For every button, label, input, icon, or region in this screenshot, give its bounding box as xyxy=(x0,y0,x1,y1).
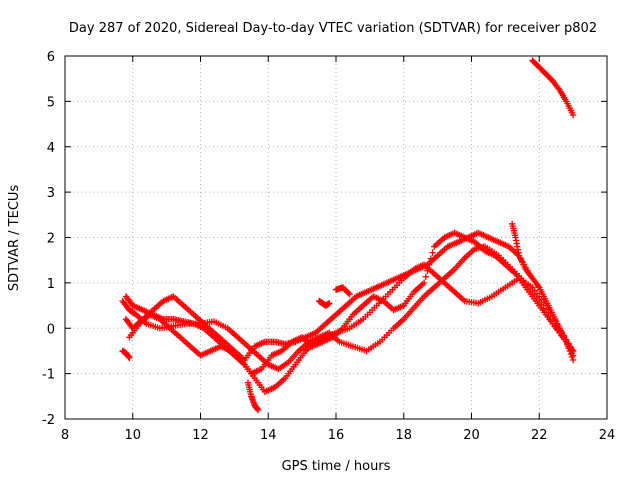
x-tick-label: 18 xyxy=(395,428,412,443)
data-point xyxy=(567,350,575,358)
y-tick-label: 4 xyxy=(47,141,55,156)
y-axis-label: SDTVAR / TECUs xyxy=(7,185,22,292)
data-point xyxy=(563,338,570,346)
y-tick-label: 1 xyxy=(47,277,55,292)
x-tick-label: 14 xyxy=(260,428,277,443)
y-tick-label: 5 xyxy=(47,95,55,110)
series-track-2 xyxy=(122,261,577,395)
data-point xyxy=(565,344,572,352)
data-point xyxy=(566,347,573,355)
series-track-1 xyxy=(119,243,577,373)
data-point xyxy=(429,249,436,256)
x-tick-label: 10 xyxy=(124,428,141,443)
data-point xyxy=(346,291,353,298)
x-tick-label: 24 xyxy=(599,428,616,443)
y-tick-label: 2 xyxy=(47,232,55,247)
x-axis-label: GPS time / hours xyxy=(282,459,391,474)
y-tick-label: -1 xyxy=(42,368,55,383)
data-point xyxy=(420,279,428,287)
grid xyxy=(65,56,607,419)
y-tick-label: 0 xyxy=(47,322,55,337)
data-point xyxy=(569,111,577,119)
data-point xyxy=(425,261,433,268)
data-point xyxy=(345,289,352,297)
data-point xyxy=(424,267,431,274)
plot-frame xyxy=(64,55,608,420)
y-tick-label: 6 xyxy=(47,50,55,65)
series-track-10 xyxy=(332,284,353,298)
series-track-9 xyxy=(315,297,333,309)
data-point xyxy=(326,300,333,307)
data-point xyxy=(254,406,262,414)
series-track-5 xyxy=(508,220,577,364)
series-track-7 xyxy=(529,57,577,119)
x-tick-label: 12 xyxy=(192,428,209,443)
y-tick-labels: -2 -1 0 1 2 3 4 5 6 xyxy=(42,50,55,428)
data-point xyxy=(126,354,133,361)
x-tick-label: 8 xyxy=(61,428,69,443)
x-tick-label: 16 xyxy=(328,428,345,443)
series-track-4 xyxy=(126,229,577,377)
data-point xyxy=(569,356,577,364)
data-point xyxy=(422,273,429,281)
data-point xyxy=(568,353,576,361)
chart-title: Day 287 of 2020, Sidereal Day-to-day VTE… xyxy=(69,21,597,36)
series-track-8 xyxy=(244,379,262,414)
y-tick-label: -2 xyxy=(42,413,55,428)
y-tick-label: 3 xyxy=(47,186,55,201)
x-tick-label: 22 xyxy=(531,428,548,443)
data-point xyxy=(427,255,435,262)
data-point xyxy=(564,341,571,349)
series-track-6 xyxy=(119,347,133,361)
data-marks xyxy=(119,57,577,414)
x-tick-label: 20 xyxy=(463,428,480,443)
x-tick-labels: 8 10 12 14 16 18 20 22 24 xyxy=(61,428,615,443)
